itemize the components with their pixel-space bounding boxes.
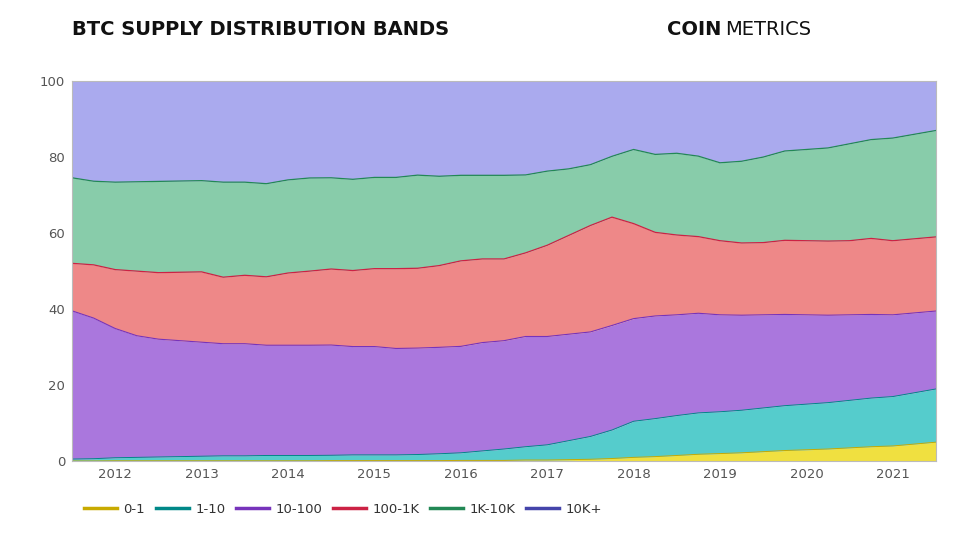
Text: METRICS: METRICS — [725, 20, 811, 39]
Legend: 0-1, 1-10, 10-100, 100-1K, 1K-10K, 10K+: 0-1, 1-10, 10-100, 100-1K, 1K-10K, 10K+ — [79, 498, 608, 521]
Text: COIN: COIN — [667, 20, 722, 39]
Text: BTC SUPPLY DISTRIBUTION BANDS: BTC SUPPLY DISTRIBUTION BANDS — [72, 20, 449, 39]
